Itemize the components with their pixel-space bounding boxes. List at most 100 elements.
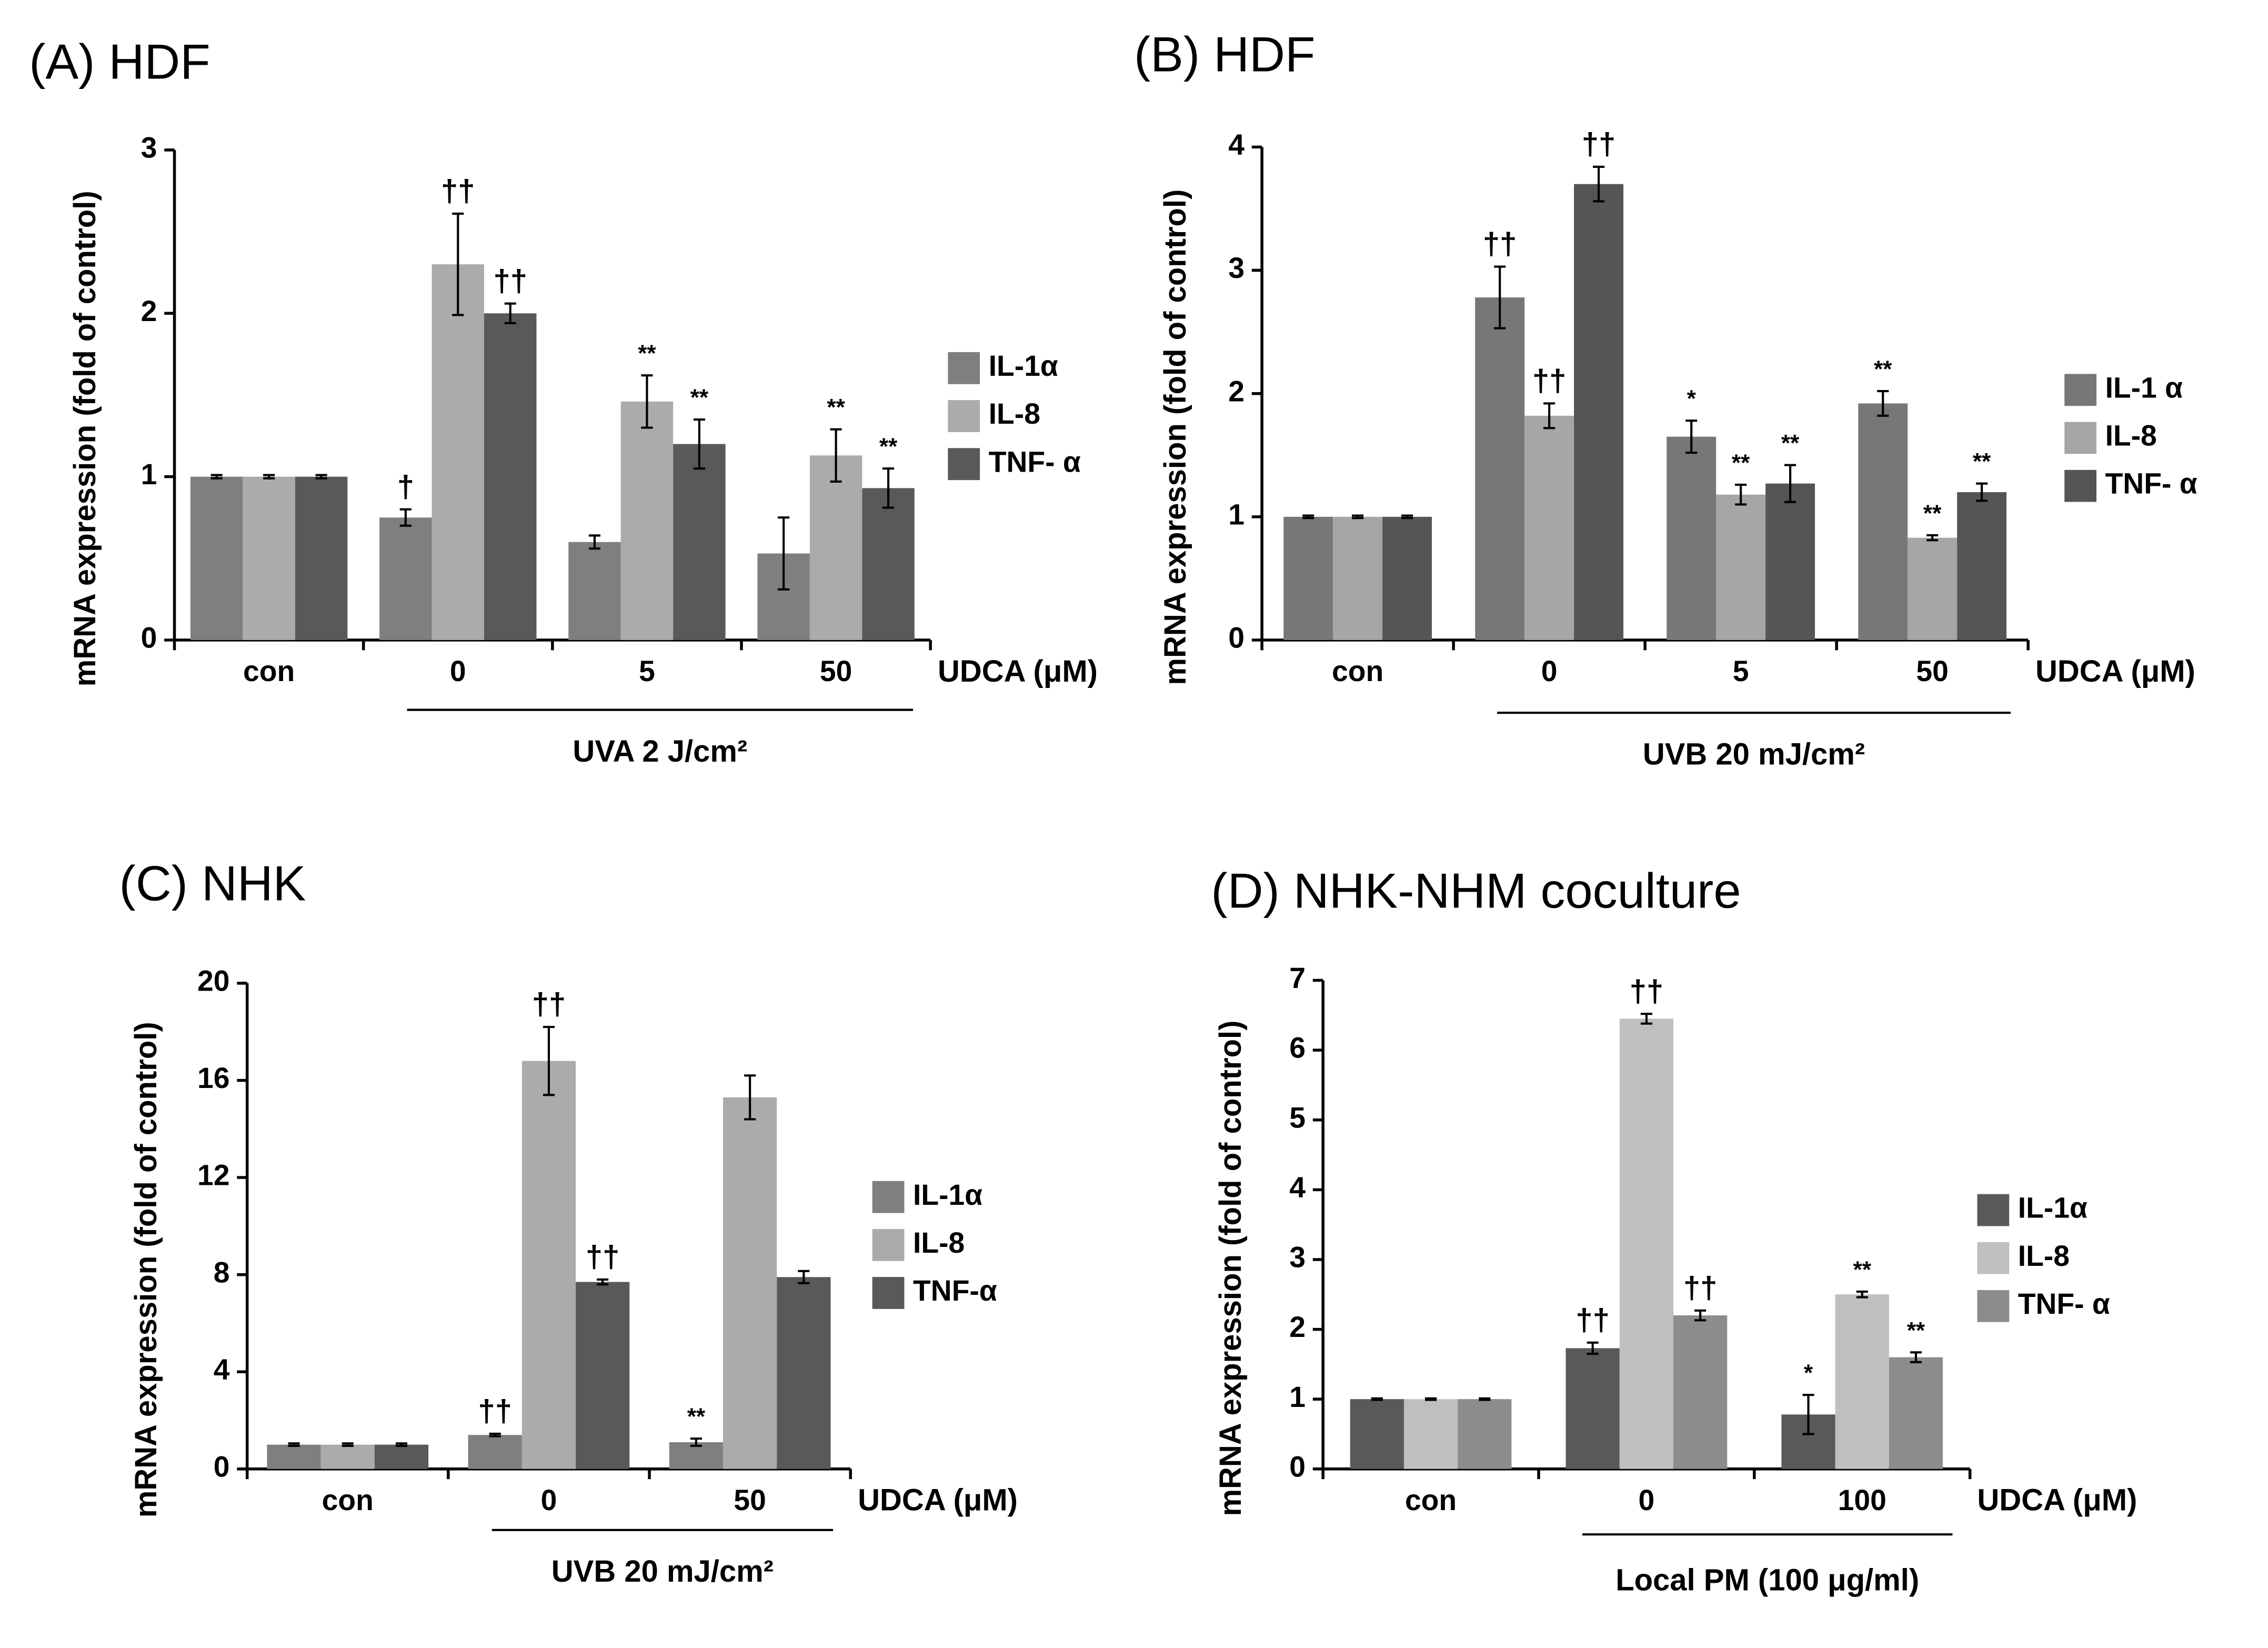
- bar: [1889, 1357, 1943, 1469]
- error-bar: [1425, 1397, 1437, 1401]
- bar: [1957, 492, 2007, 641]
- group-label: UVB 20 mJ/cm²: [1643, 737, 1865, 771]
- bar: [1574, 184, 1624, 641]
- y-tick-label: 0: [1228, 622, 1245, 654]
- bar: [1565, 1348, 1620, 1469]
- error-bar: [399, 508, 412, 527]
- y-tick-label: 1: [1228, 498, 1245, 531]
- y-tick-label: 6: [1289, 1032, 1306, 1064]
- error-bar: [315, 474, 327, 480]
- error-bar: [1877, 389, 1889, 417]
- significance-mark: ††: [1683, 1271, 1718, 1305]
- x-tick-label: con: [243, 655, 295, 687]
- x-tick-label: con: [1332, 655, 1383, 687]
- significance-mark: ††: [532, 987, 566, 1022]
- bar: [673, 444, 726, 641]
- error-bar: [1926, 534, 1939, 542]
- significance-mark: **: [879, 434, 898, 460]
- bar: [809, 455, 862, 641]
- y-tick-label: 1: [1289, 1381, 1306, 1413]
- legend-label: IL-8: [2018, 1240, 2070, 1272]
- y-tick-label: 3: [1289, 1241, 1306, 1274]
- error-bar: [744, 1074, 756, 1121]
- error-bar: [1371, 1397, 1383, 1401]
- significance-mark: **: [1973, 449, 1991, 475]
- bar: [1908, 537, 1958, 641]
- x-tick-label: 0: [541, 1484, 557, 1516]
- bar: [1350, 1399, 1404, 1469]
- bar: [1524, 415, 1574, 641]
- significance-mark: ††: [1582, 127, 1616, 162]
- x-axis-label: UDCA (μM): [2035, 654, 2195, 688]
- error-bar: [1587, 1341, 1599, 1355]
- legend-swatch: [1977, 1242, 2010, 1274]
- significance-mark: ††: [586, 1240, 620, 1274]
- y-tick-label: 3: [141, 132, 157, 164]
- error-bar: [690, 1437, 702, 1447]
- error-bar: [1910, 1351, 1922, 1363]
- x-tick-label: 0: [1541, 655, 1558, 687]
- y-axis-label: mRNA expression (fold of control): [68, 191, 102, 686]
- y-tick-label: 5: [1289, 1101, 1306, 1134]
- bar: [484, 313, 537, 641]
- chart-title: (C) NHK: [119, 855, 306, 911]
- legend-label: IL-1 α: [2105, 371, 2183, 404]
- significance-mark: **: [1732, 450, 1750, 476]
- legend-label: TNF-α: [913, 1274, 997, 1307]
- bar: [267, 1444, 321, 1469]
- error-bar: [588, 534, 601, 550]
- bar: [1403, 1399, 1458, 1469]
- error-bar: [1694, 1309, 1707, 1322]
- y-tick-label: 2: [141, 295, 157, 327]
- y-tick-label: 7: [1289, 962, 1306, 994]
- y-tick-label: 16: [197, 1062, 229, 1094]
- significance-mark: ††: [441, 174, 475, 208]
- bar: [1667, 436, 1717, 641]
- y-tick-label: 0: [1289, 1450, 1306, 1483]
- x-tick-label: 50: [820, 655, 852, 687]
- error-bar: [489, 1432, 501, 1437]
- error-bar: [543, 1026, 555, 1096]
- bar: [1765, 483, 1815, 641]
- legend-label: IL-1α: [2018, 1192, 2088, 1224]
- bar: [243, 476, 295, 641]
- y-tick-label: 3: [1228, 252, 1245, 284]
- bar: [568, 542, 621, 641]
- y-tick-label: 4: [214, 1353, 230, 1386]
- bar: [862, 488, 915, 641]
- error-bar: [1784, 464, 1797, 503]
- error-bar: [1352, 514, 1364, 520]
- legend-swatch: [1977, 1194, 2010, 1226]
- legend-swatch: [1977, 1290, 2010, 1322]
- bar: [1458, 1399, 1512, 1469]
- bar: [1673, 1315, 1728, 1469]
- error-bar: [1735, 483, 1747, 506]
- significance-mark: *: [1804, 1360, 1813, 1386]
- bar: [1333, 516, 1383, 641]
- y-tick-label: 2: [1289, 1311, 1306, 1343]
- bar: [295, 476, 348, 641]
- error-bar: [395, 1442, 408, 1447]
- error-bar: [504, 302, 516, 324]
- legend-swatch: [872, 1181, 905, 1213]
- significance-mark: **: [1907, 1317, 1925, 1343]
- error-bar: [1640, 1013, 1652, 1025]
- legend-label: IL-8: [2105, 420, 2157, 452]
- bar: [777, 1277, 831, 1469]
- bar: [576, 1282, 630, 1469]
- significance-mark: **: [1874, 356, 1892, 382]
- y-tick-label: 0: [141, 622, 157, 654]
- bar: [1716, 494, 1766, 641]
- error-bar: [263, 474, 275, 480]
- y-tick-label: 2: [1228, 375, 1245, 407]
- bar: [1475, 297, 1525, 641]
- chart-title: (A) HDF: [29, 34, 210, 89]
- legend-swatch: [2064, 470, 2096, 502]
- y-axis-label: mRNA expression (fold of control): [1158, 189, 1192, 685]
- significance-mark: ††: [478, 1394, 512, 1429]
- y-axis-label: mRNA expression (fold of control): [1213, 1021, 1248, 1516]
- significance-mark: **: [1923, 501, 1942, 526]
- bar: [1382, 516, 1432, 641]
- x-tick-label: 50: [734, 1484, 766, 1516]
- bar: [1619, 1018, 1674, 1469]
